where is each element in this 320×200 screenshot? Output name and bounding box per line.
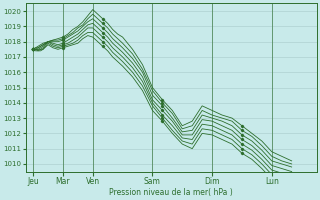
- X-axis label: Pression niveau de la mer( hPa ): Pression niveau de la mer( hPa ): [109, 188, 233, 197]
